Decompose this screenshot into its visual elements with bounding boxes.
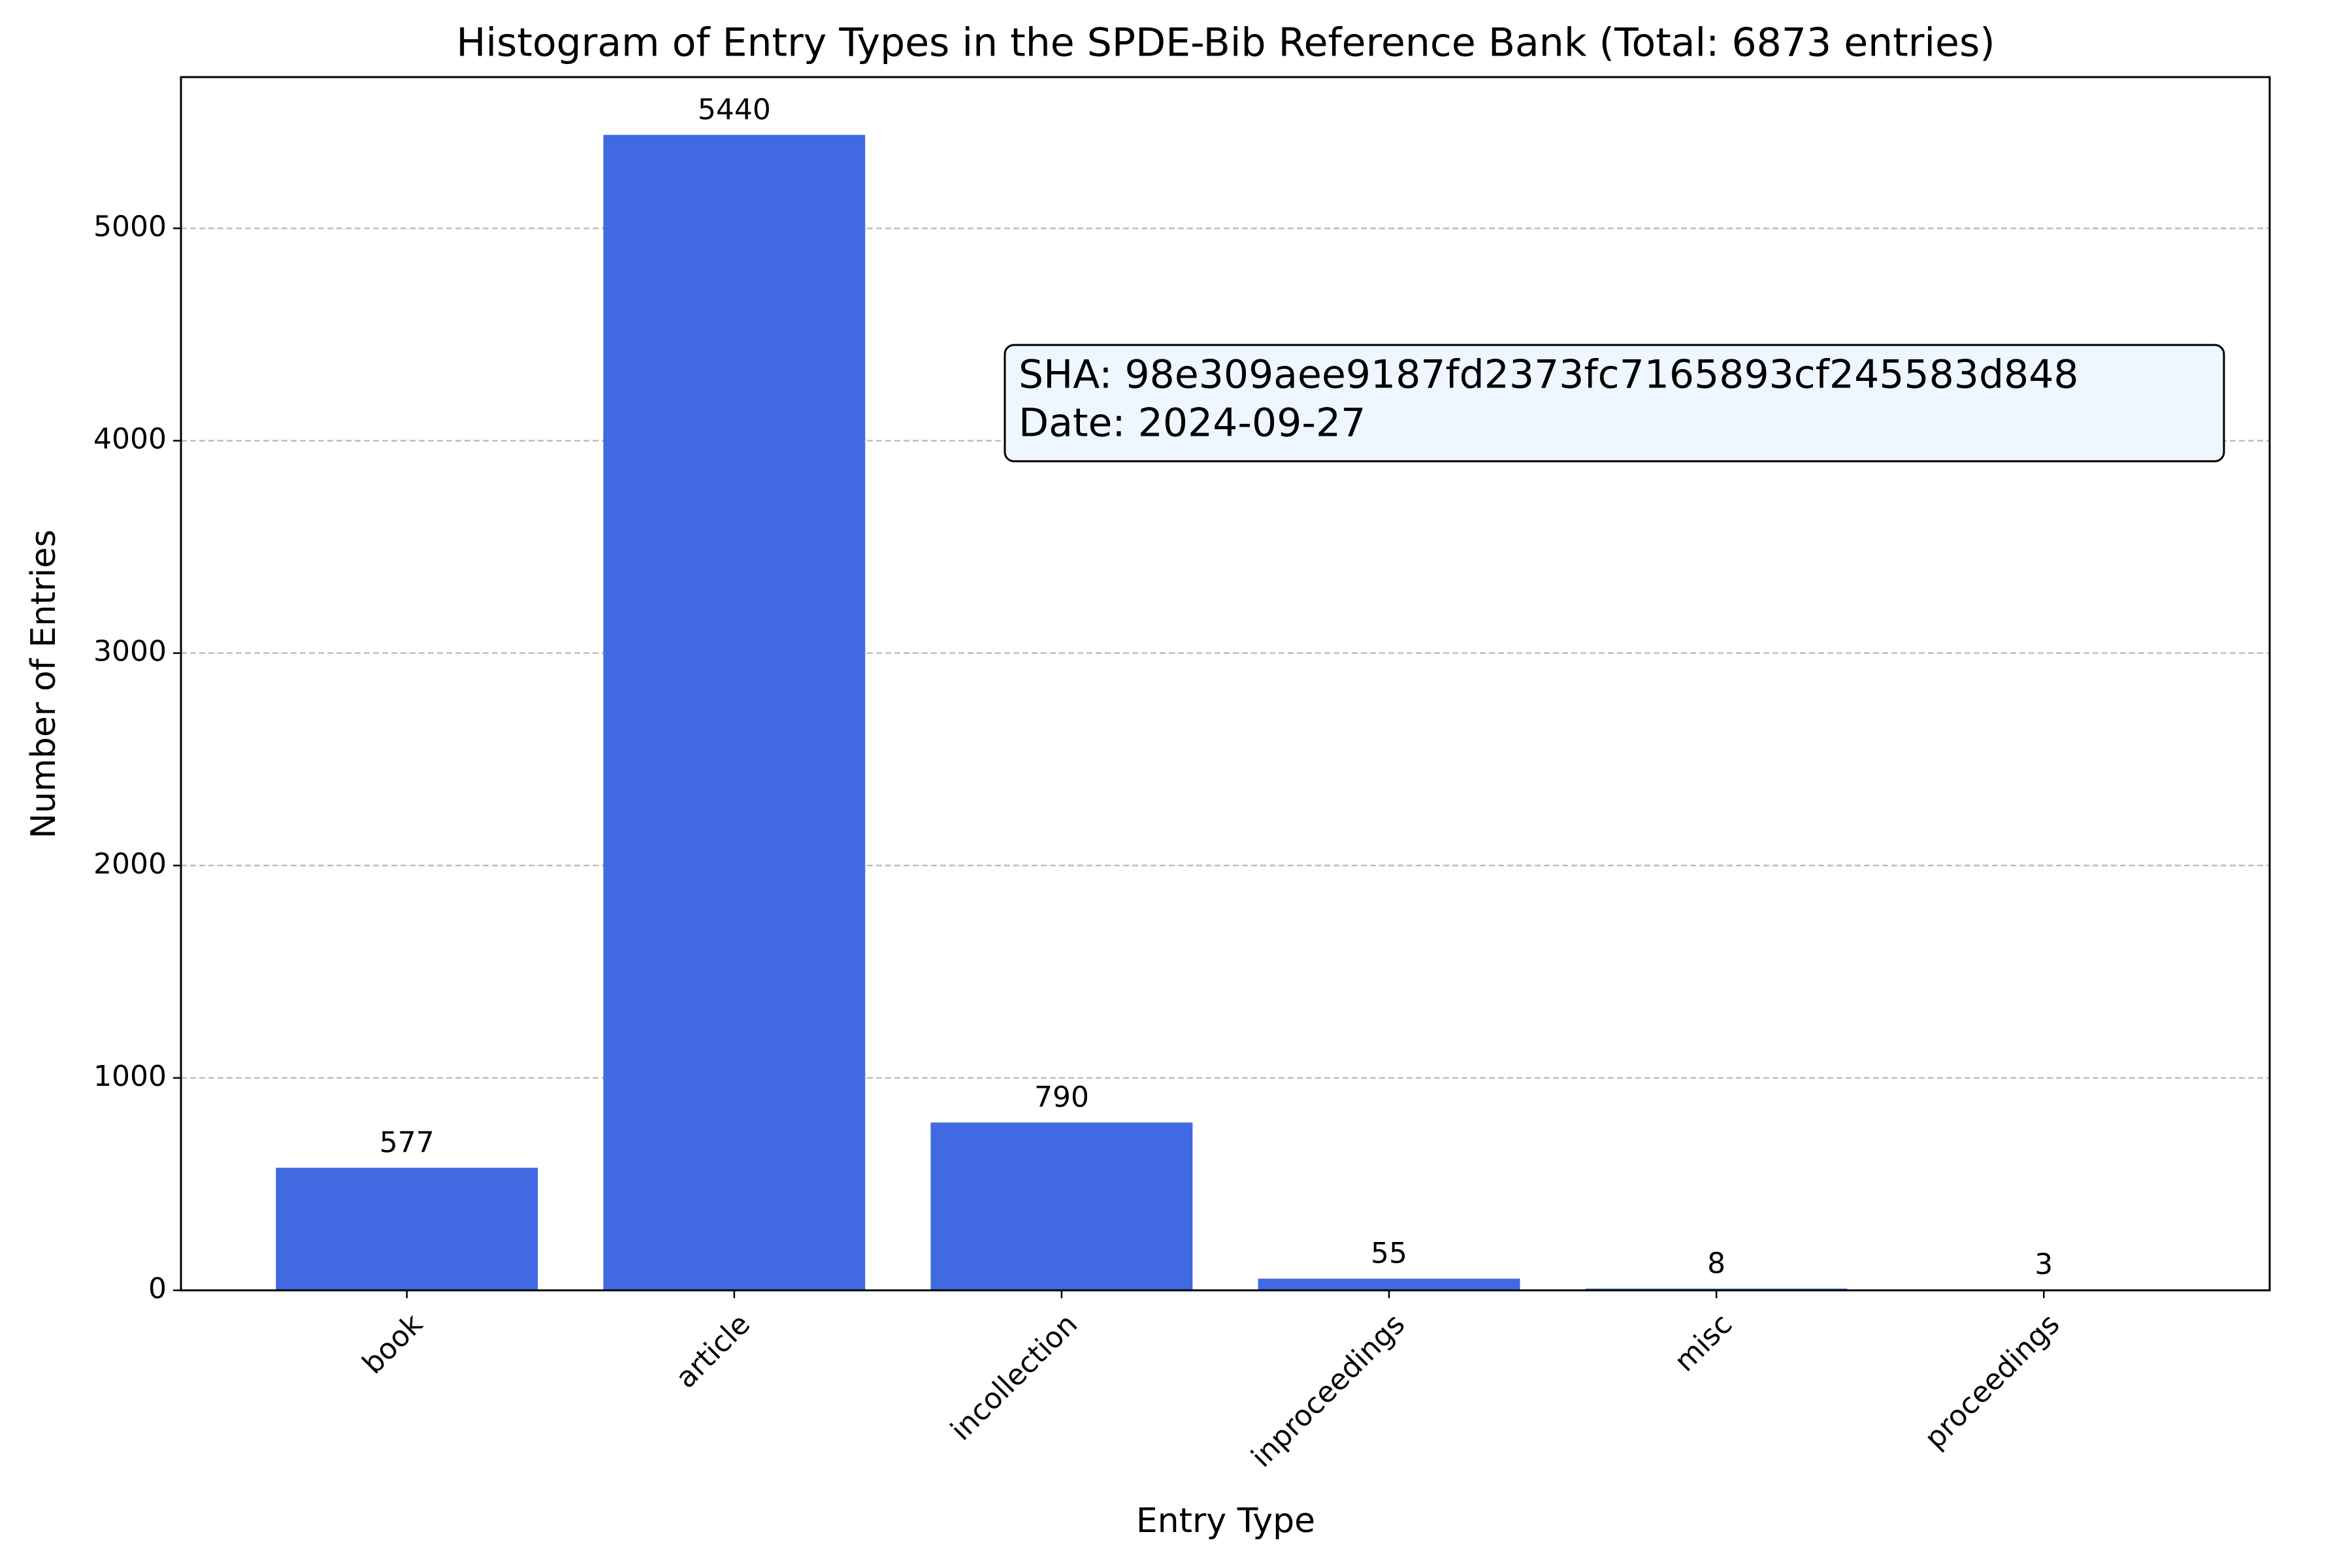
- y-tick-label: 2000: [93, 847, 167, 881]
- y-tick-label: 3000: [93, 635, 167, 668]
- y-axis-label: Number of Entries: [24, 529, 63, 838]
- annotation-line: Date: 2024-09-27: [1019, 400, 1365, 446]
- value-label: 3: [2034, 1248, 2053, 1281]
- y-tick-label: 0: [148, 1272, 167, 1305]
- y-tick-label: 1000: [93, 1060, 167, 1093]
- chart-title: Histogram of Entry Types in the SPDE-Bib…: [456, 20, 1995, 66]
- x-axis-label: Entry Type: [1136, 1501, 1315, 1541]
- plot-area: 010002000300040005000577book5440article7…: [93, 76, 2271, 1474]
- annotation-box: [1004, 344, 2225, 463]
- y-tick-label: 4000: [93, 423, 167, 456]
- y-tick-label: 5000: [93, 210, 167, 243]
- value-label: 8: [1707, 1247, 1725, 1280]
- axes-frame: [180, 76, 2271, 1292]
- bar: [276, 1168, 538, 1290]
- bar: [603, 135, 866, 1290]
- value-label: 577: [380, 1126, 434, 1159]
- value-label: 5440: [698, 93, 771, 126]
- value-label: 790: [1034, 1081, 1089, 1114]
- annotation-line: SHA: 98e309aee9187fd2373fc7165893cf24558…: [1019, 352, 2079, 398]
- bar: [930, 1122, 1193, 1290]
- bar: [1258, 1279, 1520, 1290]
- value-label: 55: [1371, 1237, 1407, 1270]
